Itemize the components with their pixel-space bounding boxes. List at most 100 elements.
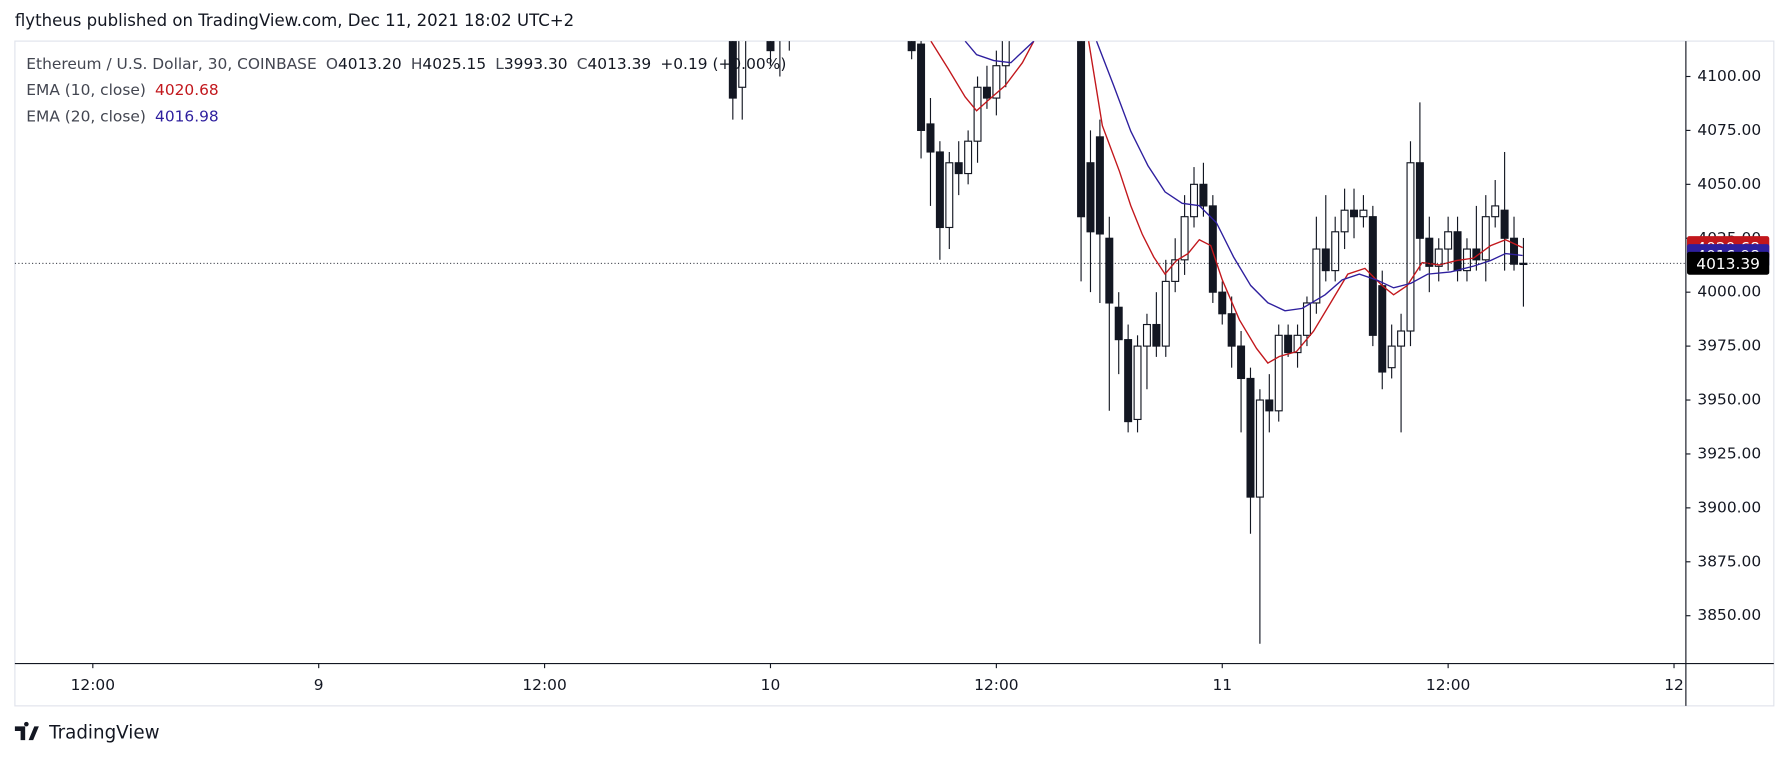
candle-body <box>728 41 737 99</box>
y-tick-label: 4050.00 <box>1697 175 1761 193</box>
ohlc-value: 4013.20 <box>338 54 402 72</box>
candle-body <box>1444 231 1453 250</box>
footer-logo: TradingView <box>14 721 160 743</box>
ema-line <box>964 41 1523 312</box>
candle-body <box>1180 216 1189 261</box>
candle-body <box>1434 248 1443 267</box>
candle-body <box>1124 339 1133 423</box>
y-tick-label: 3875.00 <box>1697 552 1761 570</box>
ohlc-key: L <box>495 54 504 72</box>
candle-body <box>1500 209 1509 239</box>
ema-legend: EMA (10, close) 4020.68 <box>26 81 218 99</box>
candle-body <box>917 43 926 131</box>
x-tick-label: 11 <box>1212 676 1232 694</box>
ema-value: 4020.68 <box>155 81 219 99</box>
candle-body <box>1312 248 1321 304</box>
candle-body <box>1255 399 1264 498</box>
y-tick-label: 4100.00 <box>1697 67 1761 85</box>
header: flytheus published on TradingView.com, D… <box>15 11 574 30</box>
candle-body <box>1491 205 1500 218</box>
candle-body <box>1171 259 1180 282</box>
ema-line <box>930 41 1523 364</box>
candle-body <box>1378 285 1387 373</box>
x-tick-label: 12:00 <box>71 676 115 694</box>
candle-body <box>1246 377 1255 498</box>
ema-value: 4016.98 <box>155 107 219 125</box>
candle-body <box>982 86 991 99</box>
candle-body <box>1510 237 1519 265</box>
candle-body <box>1142 323 1151 347</box>
ohlc-value: 4013.39 <box>587 54 651 72</box>
candle-body <box>1077 41 1086 218</box>
ohlc-value: 4025.15 <box>422 54 486 72</box>
candle-body <box>1359 209 1368 218</box>
candle-body <box>973 86 982 142</box>
legend: Ethereum / U.S. Dollar, 30, COINBASE O401… <box>26 54 786 125</box>
y-tick-label: 4000.00 <box>1697 283 1761 301</box>
y-tick-label: 4075.00 <box>1697 121 1761 139</box>
candle-body <box>1086 162 1095 233</box>
last-price-tag: 4013.39 <box>1696 255 1760 273</box>
candle-body <box>786 12 793 23</box>
x-tick-label: 10 <box>761 676 781 694</box>
x-tick-label: 12 <box>1664 676 1684 694</box>
candle-body <box>1284 334 1293 354</box>
ema-name: EMA (10, close) <box>26 81 146 99</box>
candle-body <box>776 23 783 38</box>
plot-area <box>728 12 1528 644</box>
candle-body <box>1001 41 1010 67</box>
candle-body <box>992 65 1001 99</box>
candle-body <box>1302 302 1311 336</box>
candle-body <box>935 151 944 229</box>
candle-body <box>1293 334 1302 354</box>
x-tick-label: 9 <box>314 676 324 694</box>
candle-body <box>1406 162 1415 332</box>
candle-body <box>1133 345 1142 421</box>
candle-body <box>1274 334 1283 412</box>
y-tick-label: 3900.00 <box>1697 498 1761 516</box>
x-tick-label: 12:00 <box>1426 676 1470 694</box>
ohlc-key: O <box>326 54 338 72</box>
y-tick-label: 3925.00 <box>1697 444 1761 462</box>
x-tick-label: 12:00 <box>522 676 566 694</box>
candle-body <box>1481 216 1490 261</box>
candle-body <box>1105 237 1114 304</box>
candle-body <box>738 41 747 88</box>
candle-body <box>954 162 963 175</box>
ohlc-value: 3993.30 <box>504 54 568 72</box>
candle-body <box>1425 237 1434 267</box>
candle-body <box>1472 248 1481 261</box>
y-tick-label: 3850.00 <box>1697 606 1761 624</box>
candle-body <box>964 140 973 175</box>
candle-body <box>1199 183 1208 207</box>
candle-body <box>1331 231 1340 272</box>
candle-body <box>1095 136 1104 235</box>
change: +0.19 (+0.00%) <box>660 54 786 72</box>
x-tick-label: 12:00 <box>974 676 1018 694</box>
candle-body <box>926 123 935 153</box>
candle-body <box>1190 183 1199 218</box>
y-tick-label: 3975.00 <box>1697 337 1761 355</box>
candle-body <box>1340 209 1349 233</box>
candle-body <box>1227 313 1236 347</box>
ohlc-key: H <box>411 54 423 72</box>
candle-body <box>1208 205 1217 293</box>
candle-body <box>1453 231 1462 272</box>
candle-body <box>1161 280 1170 347</box>
candle-body <box>945 162 954 229</box>
candle-body <box>1152 323 1161 347</box>
candle-body <box>1387 345 1396 369</box>
candle-body <box>1415 162 1424 239</box>
chart-frame <box>14 40 1775 707</box>
candle-body <box>907 41 916 52</box>
candle-body <box>1218 291 1227 315</box>
last-price-tag-bg <box>1687 251 1770 275</box>
candle-body <box>1321 248 1330 272</box>
candle-body <box>1397 330 1406 347</box>
symbol-legend: Ethereum / U.S. Dollar, 30, COINBASE O401… <box>26 54 786 72</box>
ema-name: EMA (20, close) <box>26 107 146 125</box>
candle-body <box>1265 399 1274 412</box>
candle-body <box>766 41 775 52</box>
